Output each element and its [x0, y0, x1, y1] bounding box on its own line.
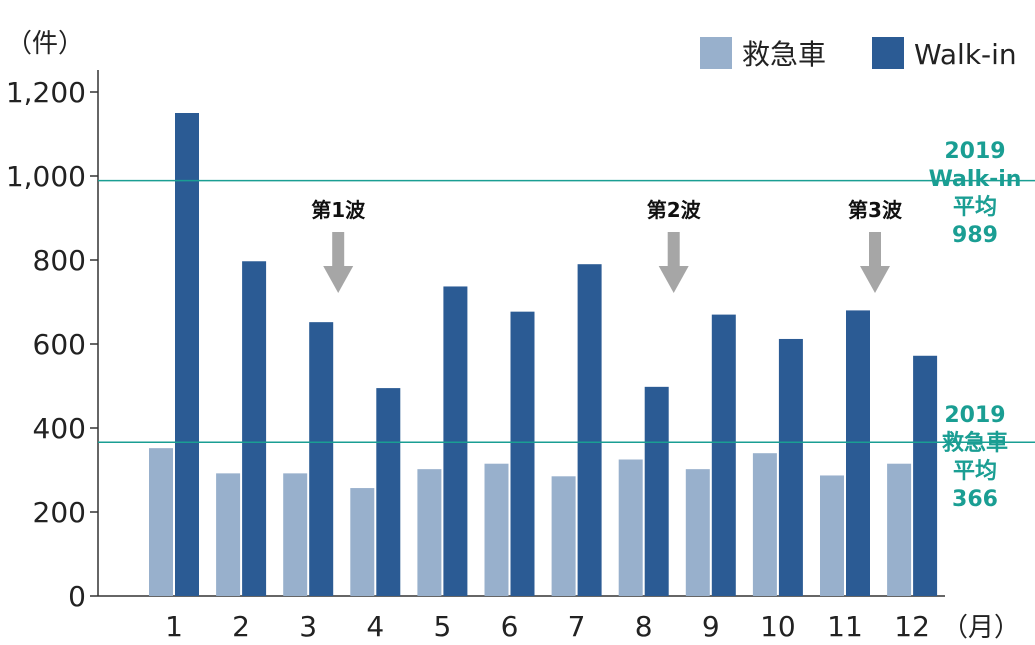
reference-line-label: 366 [952, 487, 998, 512]
legend-label: 救急車 [742, 38, 826, 71]
legend-swatch [872, 37, 904, 69]
reference-line-label: 救急車 [942, 430, 1008, 456]
bar-walk-in [309, 322, 334, 596]
bar-walk-in [242, 261, 267, 596]
wave-arrow-icon [658, 266, 689, 293]
bar-ambulance [417, 469, 442, 596]
bar-ambulance [149, 448, 173, 596]
bar-ambulance [752, 453, 777, 596]
x-axis-unit-label: （月） [942, 613, 1020, 643]
wave-annotation-label: 第2波 [647, 198, 702, 222]
bar-walk-in [175, 113, 199, 596]
x-tick-label: 1 [165, 610, 183, 643]
bar-ambulance [551, 476, 576, 596]
legend-swatch [700, 37, 732, 69]
bar-ambulance [820, 475, 844, 596]
wave-arrow-icon [869, 232, 881, 268]
x-tick-label: 8 [635, 610, 653, 643]
bar-ambulance [685, 469, 710, 596]
x-tick-label: 3 [299, 610, 317, 643]
wave-arrow-icon [860, 266, 890, 293]
reference-line-label: Walk-in [929, 167, 1022, 192]
x-tick-label: 6 [501, 610, 519, 643]
bar-walk-in [778, 338, 803, 596]
x-tick-label: 4 [366, 610, 384, 643]
wave-annotation-label: 第3波 [848, 198, 903, 222]
y-tick-label: 0 [68, 580, 86, 613]
x-tick-label: 11 [827, 610, 863, 643]
legend-label: Walk-in [914, 38, 1017, 71]
bar-walk-in [376, 388, 401, 596]
bar-ambulance [618, 459, 643, 596]
bar-ambulance [283, 473, 308, 596]
x-tick-label: 7 [568, 610, 586, 643]
bar-walk-in [913, 355, 938, 596]
y-axis-unit-label: （件） [6, 29, 84, 59]
reference-line-label: 平均 [953, 194, 997, 220]
bar-walk-in [644, 386, 669, 596]
reference-line-label: 平均 [953, 458, 997, 484]
y-tick-label: 200 [33, 496, 86, 529]
bar-walk-in [577, 264, 602, 596]
bar-ambulance [484, 463, 509, 596]
wave-annotation-label: 第1波 [311, 198, 366, 222]
wave-arrow-icon [323, 266, 354, 293]
y-tick-label: 800 [33, 244, 86, 277]
x-tick-label: 5 [433, 610, 451, 643]
y-tick-label: 600 [33, 328, 86, 361]
x-tick-label: 10 [760, 610, 796, 643]
bar-walk-in [443, 286, 468, 596]
bar-ambulance [216, 473, 241, 596]
wave-arrow-icon [667, 232, 680, 268]
bar-walk-in [711, 314, 736, 596]
x-tick-label: 9 [702, 610, 720, 643]
y-tick-label: 1,200 [6, 76, 86, 109]
y-tick-label: 400 [33, 412, 86, 445]
x-tick-label: 12 [894, 610, 930, 643]
reference-line-label: 2019 [944, 403, 1005, 428]
bar-ambulance [887, 463, 912, 596]
wave-arrow-icon [332, 232, 345, 268]
x-tick-label: 2 [232, 610, 250, 643]
bar-ambulance [350, 488, 375, 596]
bar-walk-in [846, 310, 870, 596]
bar-walk-in [510, 311, 535, 596]
y-tick-label: 1,000 [6, 160, 86, 193]
reference-line-label: 2019 [944, 139, 1005, 164]
reference-line-label: 989 [952, 223, 998, 248]
